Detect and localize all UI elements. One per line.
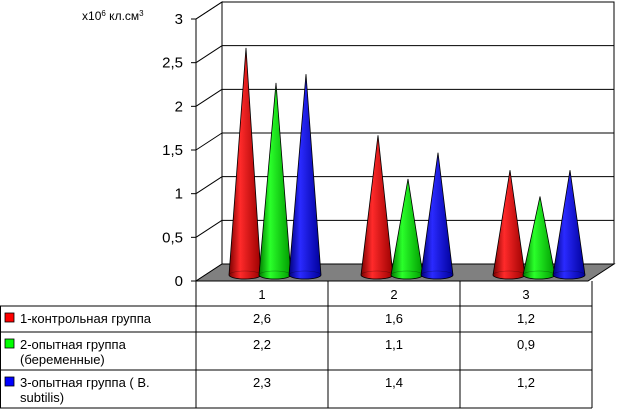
table-category-header: 1 xyxy=(258,287,265,302)
gridline-side xyxy=(195,176,223,195)
gridline-side xyxy=(195,88,223,107)
legend-label: 1-контрольная группа xyxy=(20,311,152,326)
data-label: 1,1 xyxy=(385,337,403,352)
data-label: 1,6 xyxy=(385,311,403,326)
legend-swatch xyxy=(4,376,15,387)
y-tick-label: 3 xyxy=(175,11,183,28)
legend-label: 2-опытная группа xyxy=(20,337,127,352)
legend-label: 3-опытная группа ( B. xyxy=(20,375,150,390)
data-label: 1,4 xyxy=(385,375,403,390)
y-tick-label: 1,5 xyxy=(162,142,183,159)
y-tick-label: 2,5 xyxy=(162,55,183,72)
y-axis-ticks: 0 0,5 1 1,5 2 2,5 3 xyxy=(162,11,196,290)
legend-label: subtilis) xyxy=(20,390,64,405)
table-category-header: 3 xyxy=(522,287,529,302)
legend-label: (беременные) xyxy=(20,352,105,367)
y-axis-unit: x106 кл.см3 xyxy=(82,9,144,24)
series-cones xyxy=(228,47,586,280)
gridline-side xyxy=(195,1,223,20)
data-label: 2,6 xyxy=(253,311,271,326)
cone-series-3-cat-1 xyxy=(288,74,322,280)
legend-swatch xyxy=(4,312,15,323)
gridline-side xyxy=(195,45,223,64)
y-tick-label: 0,5 xyxy=(162,229,183,246)
gridline-side xyxy=(195,219,223,238)
data-label: 1,2 xyxy=(517,311,535,326)
cone-series-3-cat-3 xyxy=(552,170,586,280)
legend-swatch xyxy=(4,338,15,349)
y-tick-label: 0 xyxy=(175,273,183,290)
gridlines xyxy=(195,1,614,238)
gridline-side xyxy=(195,132,223,151)
data-label: 2,2 xyxy=(253,337,271,352)
data-label: 1,2 xyxy=(517,375,535,390)
y-tick-label: 1 xyxy=(175,186,183,203)
cone-series-3-cat-2 xyxy=(420,152,454,280)
table-category-header: 2 xyxy=(390,287,397,302)
data-label: 2,3 xyxy=(253,375,271,390)
y-tick-label: 2 xyxy=(175,98,183,115)
data-label: 0,9 xyxy=(517,337,535,352)
data-table xyxy=(0,281,593,409)
